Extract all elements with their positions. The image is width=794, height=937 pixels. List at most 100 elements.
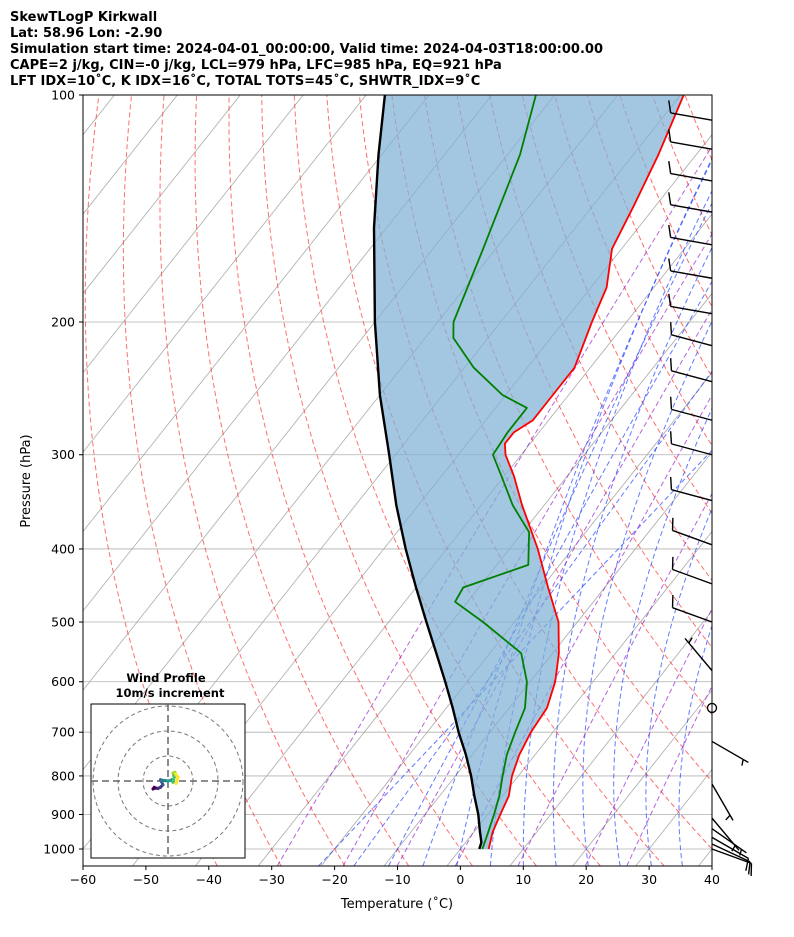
wind-barb	[671, 517, 713, 546]
dry-adiabat	[782, 94, 794, 866]
barb-feather	[669, 476, 673, 490]
y-tick-label: 600	[51, 674, 75, 689]
barb-half-feather	[731, 845, 736, 852]
dry-adiabat	[261, 95, 537, 866]
mixing-ratio-line	[342, 233, 712, 866]
x-tick-label: 0	[456, 872, 464, 887]
barb-shaft	[671, 408, 713, 421]
wind-barb	[668, 293, 713, 315]
mixing-ratio-line	[517, 492, 712, 866]
x-axis-label: Temperature (˚C)	[340, 896, 453, 912]
barb-shaft	[670, 172, 713, 182]
x-tick-label: 20	[578, 872, 594, 887]
isotherm	[761, 95, 794, 866]
barb-shaft	[711, 836, 749, 859]
wind-barb	[669, 476, 713, 502]
dry-adiabat	[194, 95, 410, 866]
barb-feather	[669, 358, 673, 371]
hodograph-plot	[91, 704, 245, 858]
header-index-line: LFT IDX=10˚C, K IDX=16˚C, TOTAL TOTS=45˚…	[10, 73, 480, 89]
moist-adiabat	[582, 320, 712, 866]
x-tick-label: 10	[515, 872, 531, 887]
barb-feather	[668, 293, 672, 307]
barb-half-feather	[688, 637, 693, 644]
x-tick-label: 40	[704, 872, 720, 887]
barb-half-feather	[725, 814, 731, 821]
isotherm	[446, 530, 712, 866]
barb-feather	[668, 192, 672, 205]
hodograph-subtitle: 10m/s increment	[116, 686, 225, 700]
barb-feather	[668, 258, 672, 272]
wind-barb	[711, 783, 734, 821]
dry-adiabat	[717, 94, 794, 866]
y-tick-label: 300	[51, 447, 75, 462]
barb-shaft	[711, 783, 734, 821]
dry-adiabat	[750, 94, 794, 866]
wind-barb	[711, 828, 747, 856]
dry-adiabat	[619, 95, 712, 308]
wind-barb	[668, 258, 713, 279]
plot-area	[83, 94, 794, 866]
barb-feather	[669, 431, 673, 444]
isotherm	[83, 95, 367, 453]
barb-shaft	[711, 843, 751, 863]
barb-feather	[669, 322, 673, 335]
y-tick-label: 100	[51, 88, 75, 103]
isotherm	[83, 95, 241, 295]
barb-shaft	[711, 740, 749, 764]
wind-barb	[669, 396, 713, 421]
barb-shaft	[671, 488, 713, 502]
moist-adiabat	[552, 246, 712, 866]
hodograph-inset: Wind Profile 10m/s increment	[90, 671, 246, 859]
wind-barb	[711, 817, 740, 852]
y-axis-label: Pressure (hPa)	[19, 434, 34, 527]
barb-feather	[668, 100, 672, 114]
wind-barb	[671, 594, 713, 623]
wind-barb	[711, 836, 750, 871]
x-tick-label: −30	[259, 872, 285, 887]
isotherm	[572, 689, 712, 866]
parcel-line	[372, 95, 483, 850]
dry-adiabat	[358, 95, 712, 850]
barb-shaft	[671, 443, 713, 456]
moist-adiabat	[318, 449, 712, 866]
y-tick-label: 200	[51, 314, 75, 329]
wind-barb	[684, 637, 713, 672]
dry-adiabat	[159, 95, 346, 866]
barb-shaft	[672, 607, 713, 623]
barb-feather	[669, 396, 673, 410]
barb-shaft	[670, 141, 713, 150]
dry-adiabat	[122, 95, 282, 866]
barb-shaft	[670, 204, 713, 213]
y-tick-label: 500	[51, 615, 75, 630]
profile-lines	[372, 95, 685, 850]
isotherm	[320, 372, 712, 866]
x-tick-label: −10	[384, 872, 410, 887]
dry-adiabat	[326, 95, 665, 866]
wind-barb	[711, 848, 753, 877]
barb-shaft	[671, 334, 713, 347]
moist-adiabat	[353, 370, 712, 866]
barb-shaft	[672, 568, 713, 585]
y-tick-label: 700	[51, 725, 75, 740]
barb-half-feather	[739, 849, 743, 856]
barb-shaft	[672, 529, 713, 546]
isotherm	[698, 848, 712, 866]
isotherm	[509, 610, 712, 866]
barb-shaft	[670, 270, 713, 279]
dry-adiabat	[651, 95, 712, 236]
temperature-line	[487, 95, 685, 850]
x-tick-label: −60	[70, 872, 96, 887]
wind-barb	[711, 843, 751, 875]
barb-shaft	[684, 638, 713, 672]
barb-shaft	[671, 370, 713, 383]
dewpoint-line	[452, 95, 537, 850]
dry-adiabat	[586, 95, 712, 378]
mixing-ratio-line	[626, 684, 712, 866]
wind-barbs	[668, 100, 753, 877]
barb-feather	[668, 224, 672, 238]
y-tick-label: 900	[51, 807, 75, 822]
header-location: Lat: 58.96 Lon: -2.90	[10, 26, 162, 41]
x-tick-label: −20	[321, 872, 347, 887]
